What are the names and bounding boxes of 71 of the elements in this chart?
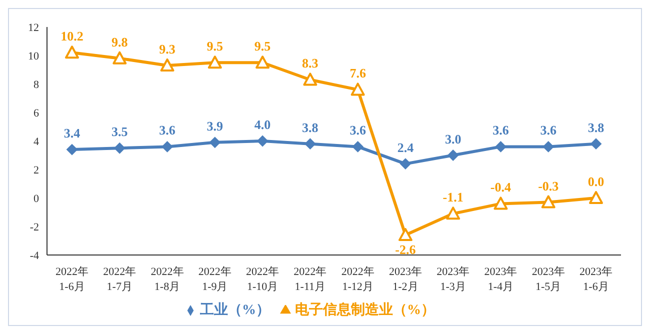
x-tick-label: 2022年 1-11月 (294, 266, 327, 293)
data-label: 3.6 (159, 122, 176, 138)
data-label: 3.6 (492, 122, 510, 138)
data-label: 8.3 (302, 56, 319, 71)
data-label: -2.6 (395, 242, 416, 258)
data-label: 3.8 (588, 120, 605, 135)
point (256, 56, 270, 69)
legend-label: 电子信息制造业（%） (295, 303, 435, 318)
data-label: 2.4 (397, 140, 414, 155)
data-label: 3.5 (112, 124, 128, 140)
data-label: 9.3 (159, 41, 176, 56)
x-tick-label: 2022年 1-10月 (246, 266, 280, 293)
point (542, 141, 554, 152)
point (65, 46, 79, 59)
data-label: 3.8 (302, 120, 319, 135)
point (400, 158, 411, 170)
point (160, 58, 174, 72)
data-label: -0.3 (538, 178, 560, 194)
point (114, 142, 126, 154)
x-tick-label: 2023年 1-5月 (532, 266, 565, 293)
y-tick-label: 0 (34, 192, 40, 205)
x-tick-label: 2023年 1-6月 (580, 266, 612, 293)
point (304, 138, 316, 150)
x-tick-label: 2022年 1-12月 (341, 266, 374, 293)
data-label: 9.5 (206, 38, 224, 54)
x-tick-label: 2023年 1-2月 (388, 266, 422, 293)
point (589, 191, 603, 204)
point (257, 136, 268, 146)
y-tick-label: 2 (34, 164, 39, 176)
point (352, 141, 364, 152)
x-tick-label: 2023年 1-4月 (484, 266, 518, 293)
x-tick-label: 2023年 1-3月 (436, 266, 470, 293)
data-label: 3.4 (64, 126, 81, 141)
data-label: -1.1 (442, 190, 464, 205)
data-label: 3.0 (444, 131, 462, 146)
data-label: 3.6 (540, 122, 557, 138)
x-tick-label: 2022年 1-6月 (56, 266, 88, 293)
data-label: 4.0 (254, 117, 271, 132)
point (446, 206, 460, 220)
data-label: 3.9 (206, 118, 224, 134)
y-tick-label: 12 (28, 22, 39, 34)
point (494, 196, 508, 210)
data-label: 0.0 (588, 174, 604, 189)
data-label: 10.2 (60, 28, 84, 44)
data-label: 3.6 (350, 122, 366, 138)
point (208, 56, 222, 69)
point (112, 51, 127, 64)
data-label: 7.6 (350, 66, 366, 81)
point (541, 195, 556, 208)
point (303, 72, 318, 86)
y-tick-label: -4 (30, 250, 40, 262)
y-tick-label: 4 (34, 136, 40, 148)
point (398, 228, 412, 242)
point (162, 141, 173, 152)
x-tick-label: 2022年 1-9月 (198, 266, 232, 293)
x-tick-label: 2022年 1-7月 (103, 266, 136, 293)
legend-label: 工业（%） (200, 303, 270, 318)
data-label: 9.5 (254, 38, 272, 54)
point (590, 138, 602, 150)
data-label: -0.4 (490, 180, 512, 195)
y-tick-label: 10 (28, 50, 40, 62)
y-tick-label: -2 (30, 221, 39, 234)
x-tick-label: 2022年 1-8月 (150, 266, 184, 293)
y-tick-label: 6 (34, 107, 40, 120)
data-label: 9.8 (112, 34, 128, 50)
y-tick-label: 8 (34, 78, 40, 91)
point (66, 144, 78, 156)
point (495, 141, 506, 152)
point (209, 136, 220, 148)
point (448, 150, 459, 161)
point (350, 82, 365, 96)
